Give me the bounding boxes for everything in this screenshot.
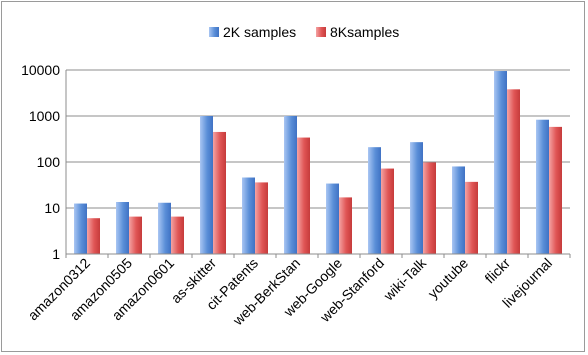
- bar-cit-Patents-series-1: [242, 177, 255, 254]
- bar-amazon0505-series-2: [129, 216, 142, 254]
- bars: [74, 71, 562, 254]
- legend-label-series-1: 2K samples: [223, 24, 296, 40]
- bar-web-Google-series-1: [326, 183, 339, 254]
- bar-amazon0312-series-1: [74, 203, 87, 254]
- legend-swatch-series-1: [209, 27, 219, 37]
- bar-web-Stanford-series-1: [368, 147, 381, 254]
- bar-amazon0601-series-2: [171, 216, 184, 254]
- x-tick-label: youtube: [425, 255, 472, 302]
- bar-amazon0505-series-1: [116, 202, 129, 254]
- bar-web-BerkStan-series-2: [297, 137, 310, 254]
- legend: 2K samples 8Ksamples: [209, 24, 399, 40]
- legend-swatch-series-2: [316, 27, 326, 37]
- bar-flickr-series-2: [507, 89, 520, 254]
- bar-wiki-Talk-series-1: [410, 142, 423, 254]
- bar-flickr-series-1: [494, 71, 507, 254]
- legend-label-series-2: 8Ksamples: [330, 24, 399, 40]
- y-tick-label: 1000: [29, 108, 60, 124]
- bar-web-Stanford-series-2: [381, 168, 394, 254]
- bar-livejournal-series-1: [536, 119, 549, 254]
- y-tick-label: 1: [52, 246, 60, 262]
- x-tick-labels: amazon0312amazon0505amazon0601as-skitter…: [25, 254, 556, 329]
- bar-web-Google-series-2: [339, 197, 352, 254]
- bar-cit-Patents-series-2: [255, 182, 268, 254]
- y-tick-labels: 1 10 100 1000 10000: [21, 62, 60, 262]
- bar-web-BerkStan-series-1: [284, 116, 297, 254]
- x-tick-label: wiki-Talk: [380, 254, 430, 304]
- bar-amazon0312-series-2: [87, 218, 100, 254]
- y-tick-label: 10: [44, 200, 60, 216]
- bar-as-skitter-series-2: [213, 131, 226, 254]
- axes: [65, 70, 571, 258]
- x-tick-label: flickr: [481, 255, 513, 287]
- bar-as-skitter-series-1: [200, 116, 213, 254]
- bar-livejournal-series-2: [549, 126, 562, 254]
- bar-youtube-series-1: [452, 166, 465, 254]
- bar-wiki-Talk-series-2: [423, 162, 436, 254]
- y-tick-label: 10000: [21, 62, 60, 78]
- bar-youtube-series-2: [465, 181, 478, 254]
- y-tick-label: 100: [37, 154, 61, 170]
- bar-amazon0601-series-1: [158, 202, 171, 254]
